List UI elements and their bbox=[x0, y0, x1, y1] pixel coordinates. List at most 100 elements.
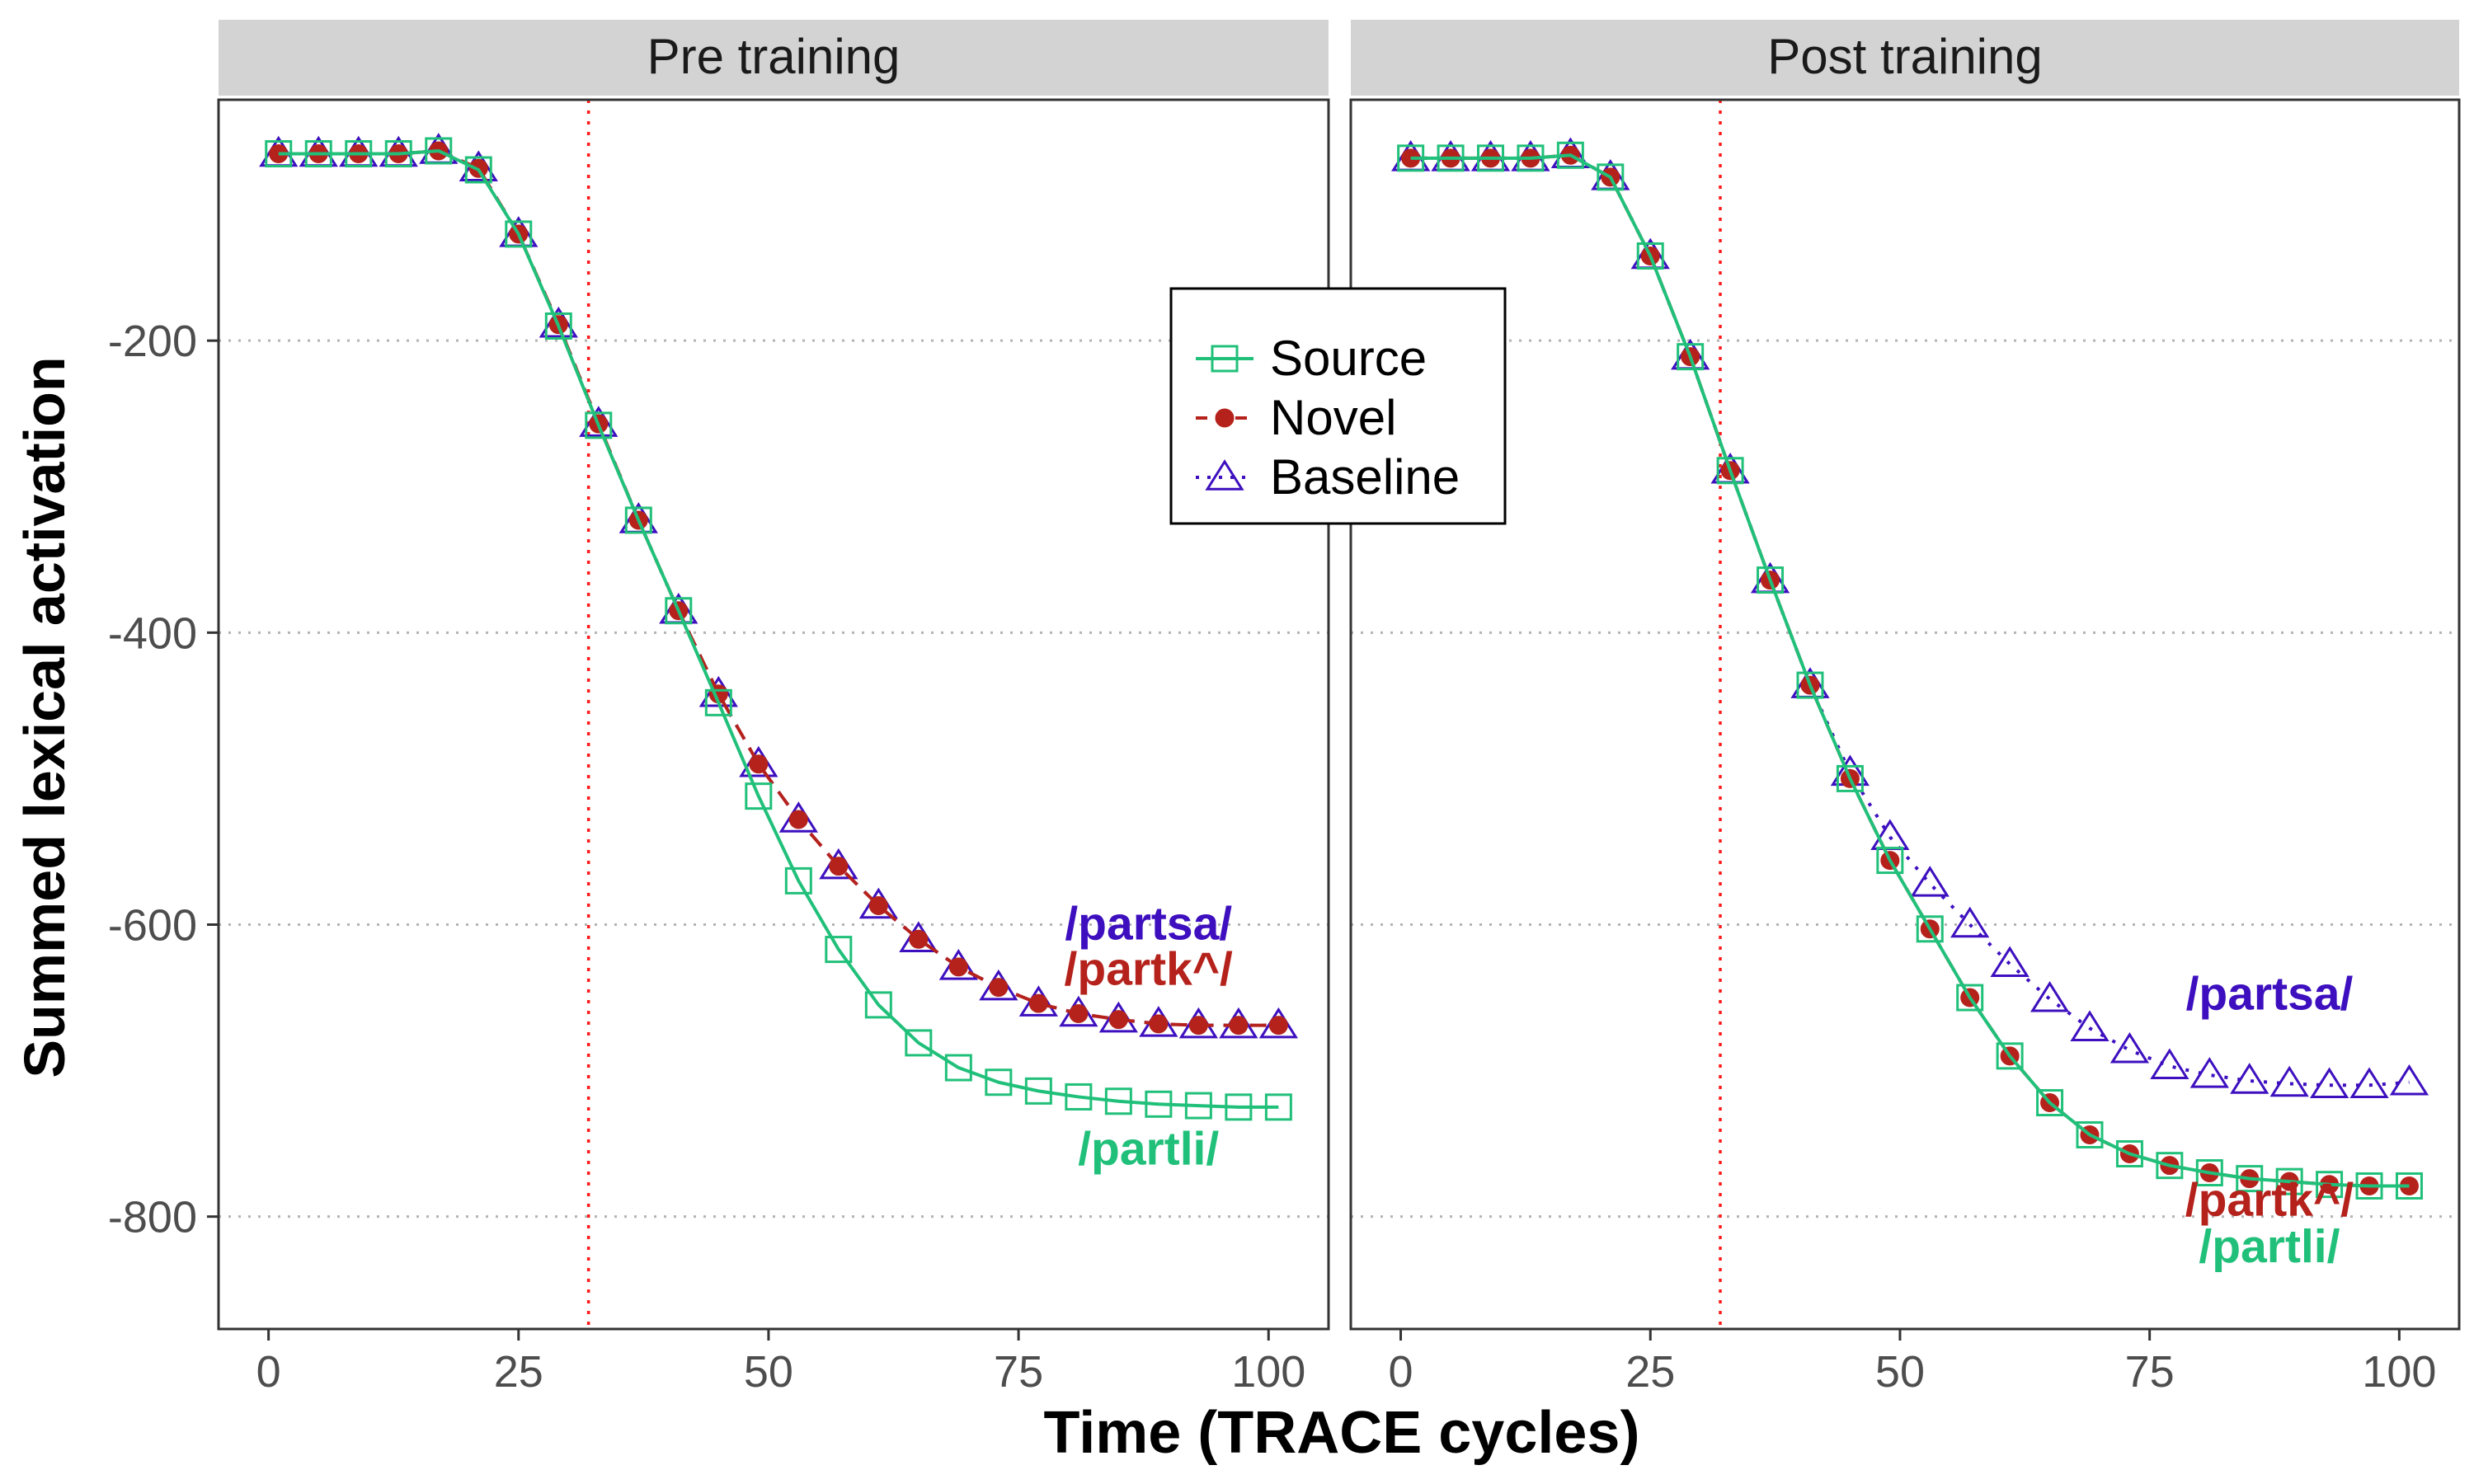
panel-strip bbox=[1351, 20, 2459, 96]
point-novel bbox=[1069, 1004, 1089, 1024]
point-source bbox=[1225, 1093, 1253, 1121]
point-source bbox=[265, 140, 293, 168]
point-source bbox=[1996, 1042, 2024, 1070]
panel-border bbox=[1349, 98, 2461, 1331]
point-baseline bbox=[2030, 980, 2070, 1012]
series-novel bbox=[1401, 145, 2419, 1195]
annotation-baseline: /partsa/ bbox=[2186, 968, 2354, 1021]
point-source bbox=[425, 137, 453, 165]
point-baseline bbox=[1910, 866, 1950, 897]
point-source bbox=[665, 597, 693, 625]
point-baseline bbox=[2109, 1031, 2150, 1064]
point-novel bbox=[1229, 1016, 1249, 1036]
point-source bbox=[2316, 1171, 2344, 1199]
point-source bbox=[2115, 1140, 2143, 1168]
point-novel bbox=[1268, 1016, 1288, 1036]
point-source bbox=[1397, 144, 1425, 172]
x-tick-label: 100 bbox=[2362, 1347, 2436, 1397]
point-source bbox=[1517, 144, 1545, 172]
panel-title: Post training bbox=[1767, 29, 2043, 84]
annotation-novel: /partk^/ bbox=[1065, 943, 1234, 996]
point-source bbox=[2236, 1165, 2264, 1193]
legend-entry-baseline: Baseline bbox=[1196, 449, 1460, 505]
point-source bbox=[985, 1068, 1013, 1097]
point-source bbox=[1184, 1092, 1212, 1120]
point-novel bbox=[1028, 993, 1048, 1013]
point-source bbox=[384, 140, 412, 168]
x-tick-label: 50 bbox=[744, 1347, 793, 1397]
legend-label: Baseline bbox=[1270, 449, 1460, 505]
point-source bbox=[1024, 1077, 1052, 1105]
point-baseline bbox=[2389, 1064, 2429, 1096]
x-tick-label: 25 bbox=[494, 1347, 543, 1397]
series-source bbox=[1397, 141, 2423, 1200]
annotation-source: /partli/ bbox=[1078, 1122, 1219, 1175]
annotation-baseline: /partsa/ bbox=[1065, 898, 1232, 951]
series-baseline bbox=[1391, 137, 2429, 1099]
panel-border bbox=[217, 98, 1330, 1331]
point-novel bbox=[948, 957, 968, 977]
point-source bbox=[784, 866, 812, 895]
x-tick-label: 75 bbox=[2125, 1347, 2175, 1397]
series-line-baseline bbox=[278, 148, 1279, 1027]
point-novel bbox=[829, 857, 849, 876]
x-tick-label: 0 bbox=[256, 1347, 281, 1397]
x-tick-label: 75 bbox=[994, 1347, 1043, 1397]
y-tick-label: -400 bbox=[108, 608, 197, 658]
point-source bbox=[1264, 1093, 1292, 1121]
point-novel bbox=[1188, 1016, 1208, 1036]
point-source bbox=[944, 1054, 972, 1082]
point-source bbox=[1716, 457, 1744, 485]
point-novel bbox=[1108, 1010, 1128, 1030]
panel-title: Pre training bbox=[647, 29, 901, 84]
point-source bbox=[1677, 343, 1705, 371]
point-source bbox=[1757, 566, 1785, 594]
point-baseline bbox=[2230, 1063, 2269, 1094]
point-source bbox=[1796, 671, 1824, 699]
point-source bbox=[1437, 144, 1465, 172]
legend-entry-source: Source bbox=[1196, 331, 1427, 386]
point-source bbox=[1104, 1087, 1132, 1115]
x-tick-label: 50 bbox=[1875, 1347, 1925, 1397]
x-tick-label: 100 bbox=[1231, 1347, 1305, 1397]
x-tick-label: 25 bbox=[1625, 1347, 1675, 1397]
point-source bbox=[1556, 141, 1584, 169]
panels-layer: Pre training/partsa//partk^//partli/0 25 5… bbox=[108, 20, 2461, 1397]
point-novel bbox=[788, 810, 808, 829]
series-line-baseline bbox=[1410, 153, 2410, 1087]
legend-marker-novel bbox=[1215, 408, 1235, 428]
legend-box bbox=[1169, 287, 1507, 525]
point-source bbox=[1477, 144, 1505, 172]
point-baseline bbox=[2309, 1067, 2349, 1099]
point-source bbox=[624, 506, 652, 534]
point-source bbox=[2355, 1172, 2383, 1200]
annotation-novel: /partk^/ bbox=[2185, 1173, 2354, 1226]
point-source bbox=[1956, 984, 1984, 1012]
point-source bbox=[585, 411, 613, 439]
legend-marker-baseline bbox=[1205, 459, 1244, 491]
point-source bbox=[1836, 764, 1864, 792]
point-source bbox=[464, 156, 492, 184]
y-tick-label: -800 bbox=[108, 1193, 197, 1242]
point-source bbox=[2036, 1089, 2064, 1117]
series-line-novel bbox=[278, 148, 1279, 1027]
point-source bbox=[304, 140, 332, 168]
panel-1: Pre training/partsa//partk^/ /partli/0 25 5… bbox=[108, 20, 1330, 1397]
point-source bbox=[544, 312, 572, 340]
legend-label: Novel bbox=[1270, 390, 1396, 445]
point-baseline bbox=[2269, 1065, 2309, 1097]
point-source bbox=[905, 1029, 933, 1057]
point-novel bbox=[989, 978, 1009, 998]
series-line-source bbox=[1410, 153, 2410, 1188]
point-source bbox=[1916, 915, 1944, 943]
point-source bbox=[2395, 1172, 2423, 1200]
point-source bbox=[1636, 242, 1664, 270]
point-source bbox=[704, 688, 732, 716]
point-source bbox=[825, 936, 853, 964]
point-source bbox=[745, 782, 773, 810]
point-source bbox=[1145, 1090, 1173, 1118]
panel-2: Post training/partsa/ /partk^//partli/0 25… bbox=[1349, 20, 2461, 1397]
series-line-source bbox=[278, 148, 1279, 1109]
series-line-novel bbox=[1410, 153, 2410, 1188]
